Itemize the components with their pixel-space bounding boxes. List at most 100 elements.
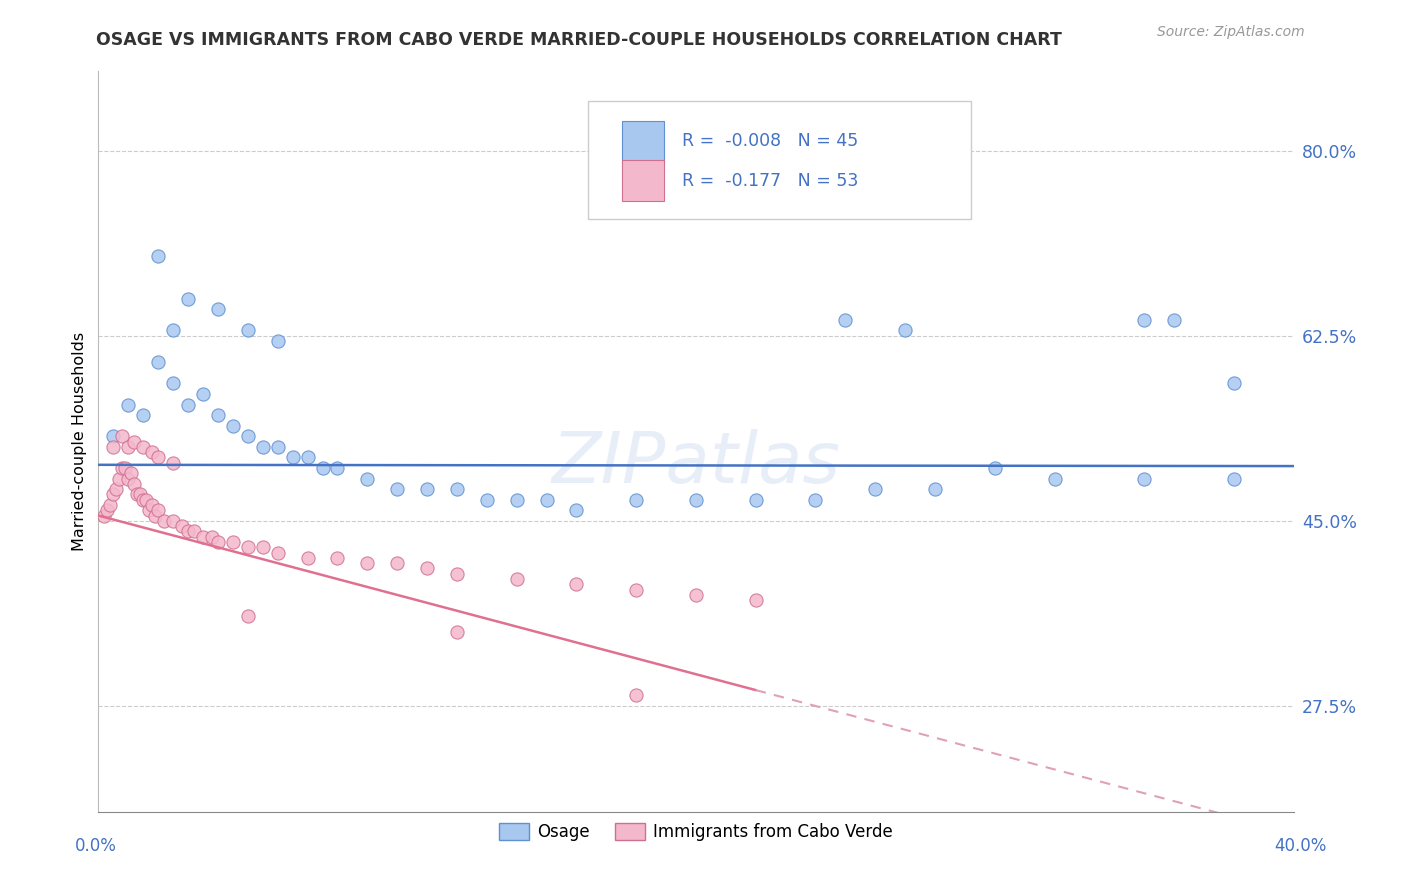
Point [475,492,498,507]
Point [135,492,157,507]
Y-axis label: Married-couple Households: Married-couple Households [72,332,87,551]
Point [1223,472,1246,486]
Point [98,498,122,512]
Point [1043,472,1066,486]
Text: R =  -0.008   N = 45: R = -0.008 N = 45 [682,132,858,151]
Point [207,535,229,549]
Point [416,482,439,496]
Point [105,482,128,496]
Point [111,429,134,443]
Point [446,482,468,496]
Point [207,408,229,422]
Point [267,440,290,454]
Text: R =  -0.177   N = 53: R = -0.177 N = 53 [682,171,858,190]
Point [685,492,707,507]
Point [894,324,917,338]
Point [191,387,214,401]
Point [222,418,245,433]
Point [311,461,333,475]
Point [103,429,125,443]
Text: ZIPatlas: ZIPatlas [551,429,841,499]
Point [120,467,142,481]
Point [162,324,184,338]
Point [326,461,349,475]
FancyBboxPatch shape [589,101,972,219]
Point [93,508,115,523]
Text: 0.0%: 0.0% [75,837,117,855]
Point [565,503,588,517]
Point [385,556,409,570]
Point [201,530,224,544]
Point [267,334,290,348]
Point [924,482,946,496]
Point [103,440,125,454]
Point [162,514,184,528]
Point [108,472,131,486]
FancyBboxPatch shape [621,161,664,201]
Point [141,498,163,512]
Point [132,408,155,422]
Point [207,302,229,317]
Point [124,476,146,491]
Point [252,541,274,555]
Point [236,429,259,443]
Point [446,566,468,581]
Point [148,503,170,517]
Point [297,550,319,565]
Point [138,503,160,517]
Point [153,514,176,528]
Point [267,546,290,560]
Point [114,461,136,475]
Point [162,456,184,470]
Point [506,572,529,586]
Point [124,434,146,449]
Point [834,313,856,327]
Point [416,561,439,575]
Point [143,508,166,523]
Point [1133,472,1156,486]
Point [536,492,558,507]
Point [252,440,274,454]
Point [984,461,1007,475]
Point [148,450,170,465]
Point [1223,376,1246,391]
Point [132,492,155,507]
Point [281,450,304,465]
Point [162,376,184,391]
Point [446,624,468,639]
Point [356,556,378,570]
Point [222,535,245,549]
Point [117,440,139,454]
Point [1133,313,1156,327]
Point [191,530,214,544]
Point [132,440,155,454]
Point [356,472,378,486]
Point [103,487,125,501]
Point [148,355,170,369]
Point [177,292,200,306]
Point [129,487,152,501]
Legend: Osage, Immigrants from Cabo Verde: Osage, Immigrants from Cabo Verde [492,816,900,847]
Point [565,577,588,591]
Point [117,398,139,412]
Point [183,524,205,539]
Point [1163,313,1185,327]
Point [127,487,149,501]
Point [626,582,648,597]
Text: OSAGE VS IMMIGRANTS FROM CABO VERDE MARRIED-COUPLE HOUSEHOLDS CORRELATION CHART: OSAGE VS IMMIGRANTS FROM CABO VERDE MARR… [96,31,1062,49]
Point [148,250,170,264]
Point [385,482,409,496]
Point [141,445,163,459]
Point [111,461,134,475]
Point [236,324,259,338]
Point [297,450,319,465]
Point [326,550,349,565]
Point [685,588,707,602]
Point [745,492,768,507]
Point [172,519,194,533]
Point [96,503,118,517]
Point [506,492,529,507]
FancyBboxPatch shape [621,121,664,161]
Text: Source: ZipAtlas.com: Source: ZipAtlas.com [1157,25,1305,39]
Point [626,689,648,703]
